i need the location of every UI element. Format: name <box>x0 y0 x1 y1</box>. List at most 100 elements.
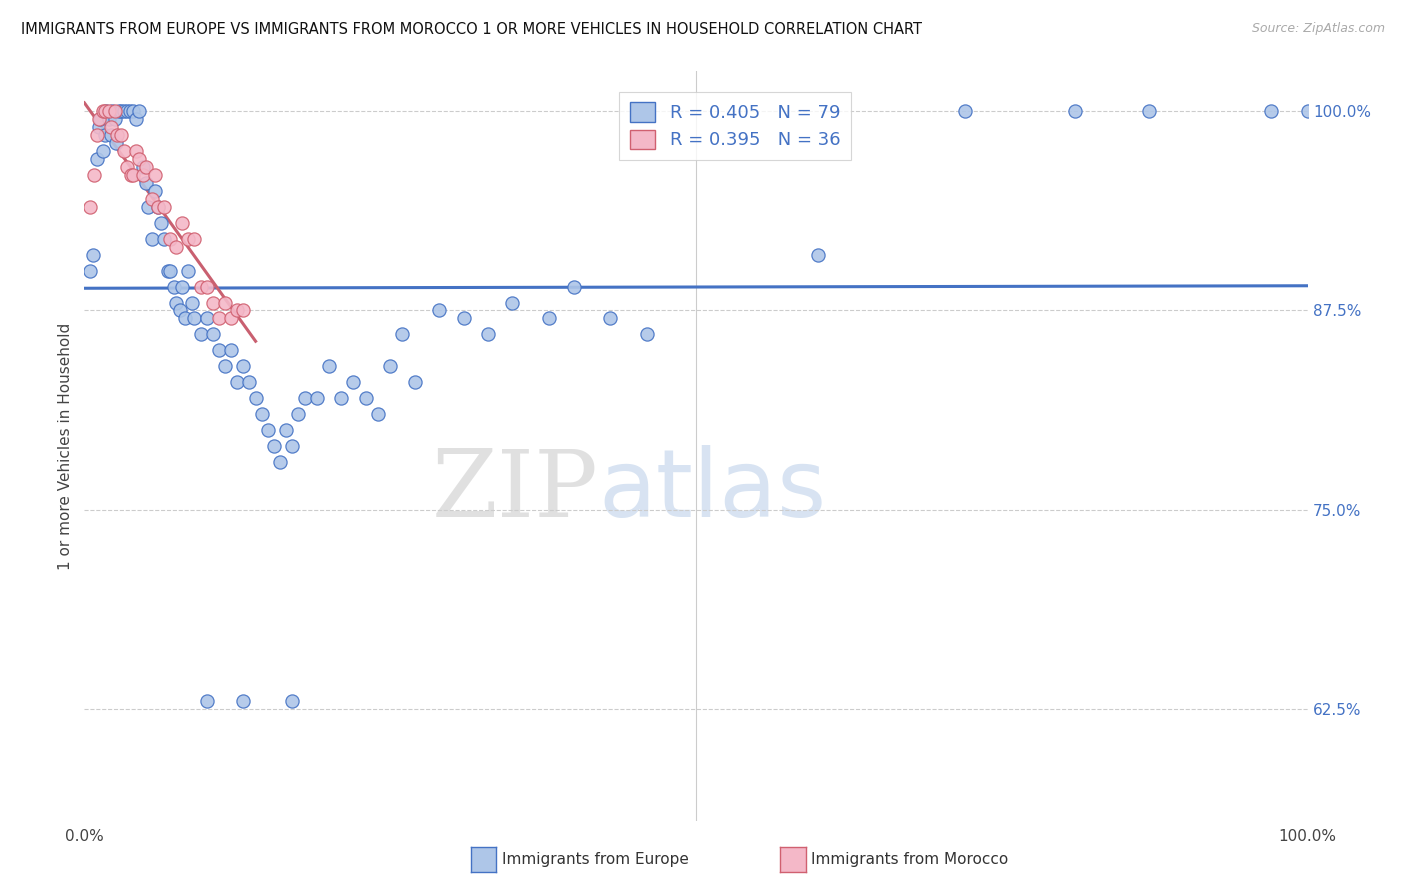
Point <box>125 144 148 158</box>
Point <box>163 279 186 293</box>
Point <box>172 216 194 230</box>
Point <box>79 263 101 277</box>
Point <box>195 694 218 708</box>
Point <box>183 232 205 246</box>
Point <box>208 343 231 358</box>
Text: ZIP: ZIP <box>432 446 598 536</box>
Point <box>94 104 117 119</box>
Point <box>128 152 150 166</box>
Point <box>294 391 316 405</box>
Point <box>201 327 224 342</box>
Point <box>380 359 402 374</box>
Point <box>1296 104 1319 119</box>
Point <box>150 216 173 230</box>
Point <box>232 303 254 318</box>
Point <box>219 311 242 326</box>
Point <box>172 279 194 293</box>
Point <box>112 104 135 119</box>
Point <box>562 279 585 293</box>
Point <box>104 104 127 119</box>
Point <box>110 104 132 119</box>
Point <box>105 136 128 150</box>
Point <box>427 303 450 318</box>
Point <box>97 112 120 127</box>
Point <box>318 359 340 374</box>
Text: Immigrants from Morocco: Immigrants from Morocco <box>811 853 1008 867</box>
Point <box>97 104 120 119</box>
Point <box>94 128 117 142</box>
Point <box>238 376 260 390</box>
Point <box>169 303 191 318</box>
Point <box>173 311 195 326</box>
Point <box>82 248 104 262</box>
Point <box>153 232 176 246</box>
Y-axis label: 1 or more Vehicles in Household: 1 or more Vehicles in Household <box>58 322 73 570</box>
Point <box>181 295 204 310</box>
Point <box>159 232 181 246</box>
Point <box>132 160 155 174</box>
Point <box>263 439 285 453</box>
Point <box>91 144 114 158</box>
Point <box>141 232 163 246</box>
Point <box>232 359 254 374</box>
Point <box>208 311 231 326</box>
Point <box>1260 104 1282 119</box>
Point <box>83 168 105 182</box>
Point <box>86 152 108 166</box>
Text: atlas: atlas <box>598 445 827 537</box>
Text: Immigrants from Europe: Immigrants from Europe <box>502 853 689 867</box>
Legend: R = 0.405   N = 79, R = 0.395   N = 36: R = 0.405 N = 79, R = 0.395 N = 36 <box>620 92 852 161</box>
Point <box>276 423 298 437</box>
Point <box>404 376 426 390</box>
Point <box>453 311 475 326</box>
Point <box>281 694 304 708</box>
Point <box>245 391 267 405</box>
Point <box>125 112 148 127</box>
Point <box>153 200 176 214</box>
Point <box>226 376 249 390</box>
Point <box>100 120 122 135</box>
Point <box>367 407 389 421</box>
Point <box>538 311 561 326</box>
Point <box>104 112 127 127</box>
Point <box>115 160 138 174</box>
Point <box>159 263 181 277</box>
Point <box>122 104 145 119</box>
Point <box>122 168 145 182</box>
Point <box>599 311 621 326</box>
Point <box>89 112 111 127</box>
Point <box>232 694 254 708</box>
Point <box>183 311 205 326</box>
Point <box>143 168 166 182</box>
Point <box>120 168 142 182</box>
Point <box>214 359 236 374</box>
Point <box>201 295 224 310</box>
Point <box>281 439 304 453</box>
Point <box>807 248 830 262</box>
Point <box>250 407 273 421</box>
Point <box>146 200 169 214</box>
Point <box>287 407 309 421</box>
Point <box>79 200 101 214</box>
Point <box>105 128 128 142</box>
Point <box>177 232 200 246</box>
Point <box>118 104 141 119</box>
Point <box>101 104 124 119</box>
Point <box>112 144 135 158</box>
Point <box>502 295 524 310</box>
Point <box>165 295 187 310</box>
Point <box>330 391 353 405</box>
Point <box>135 176 157 190</box>
Point <box>195 311 218 326</box>
Point <box>477 327 499 342</box>
Point <box>143 184 166 198</box>
Text: Source: ZipAtlas.com: Source: ZipAtlas.com <box>1251 22 1385 36</box>
Point <box>86 128 108 142</box>
Text: IMMIGRANTS FROM EUROPE VS IMMIGRANTS FROM MOROCCO 1 OR MORE VEHICLES IN HOUSEHOL: IMMIGRANTS FROM EUROPE VS IMMIGRANTS FRO… <box>21 22 922 37</box>
Point <box>87 112 110 127</box>
Point <box>269 455 291 469</box>
Point <box>636 327 658 342</box>
Point <box>489 822 512 836</box>
Point <box>132 168 155 182</box>
Point <box>96 104 118 119</box>
